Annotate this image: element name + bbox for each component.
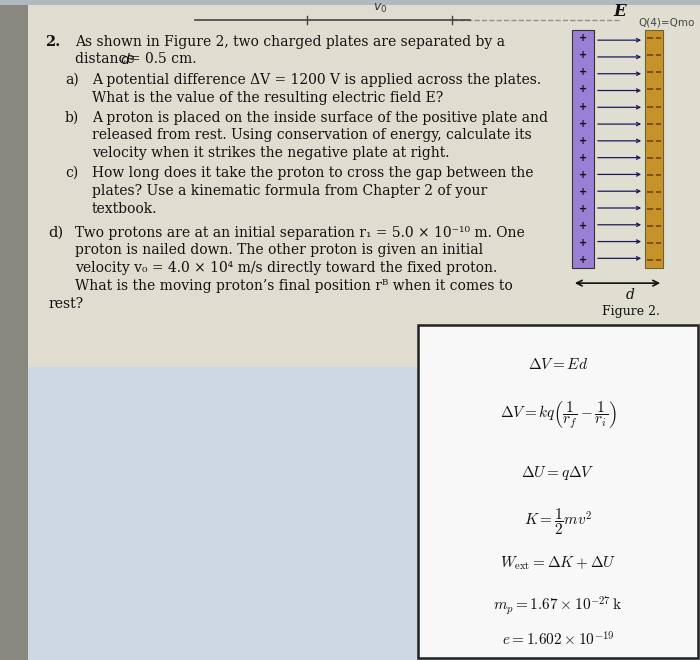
Text: +: + [579, 255, 587, 265]
Text: +: + [579, 153, 587, 163]
Text: distance: distance [75, 52, 139, 66]
Text: E: E [613, 3, 626, 20]
Text: +: + [579, 187, 587, 197]
Text: b): b) [65, 111, 79, 125]
Bar [572, 30, 594, 268]
Text: +: + [579, 67, 587, 77]
Text: Figure 2.: Figure 2. [601, 305, 659, 318]
Bar [28, 5, 700, 372]
Bar [185, 5, 207, 372]
Text: textbook.: textbook. [92, 202, 158, 216]
Text: +: + [579, 238, 587, 248]
Text: proton is nailed down. The other proton is given an initial: proton is nailed down. The other proton … [75, 244, 483, 257]
Bar [386, 5, 409, 372]
Text: A proton is placed on the inside surface of the positive plate and: A proton is placed on the inside surface… [92, 111, 548, 125]
Bar [364, 5, 386, 372]
Text: +: + [579, 221, 587, 231]
Bar [431, 5, 454, 372]
Bar [566, 5, 588, 372]
Text: $d$: $d$ [120, 52, 131, 67]
Text: velocity v₀ = 4.0 × 10⁴ m/s directly toward the fixed proton.: velocity v₀ = 4.0 × 10⁴ m/s directly tow… [75, 261, 497, 275]
Bar [342, 5, 364, 372]
Text: What is the moving proton’s final position rᴮ when it comes to: What is the moving proton’s final positi… [75, 279, 512, 293]
Bar [50, 5, 73, 372]
Bar [319, 5, 342, 372]
Text: $W_{\rm ext} = \Delta K + \Delta U$: $W_{\rm ext} = \Delta K + \Delta U$ [500, 555, 616, 572]
Text: Two protons are at an initial separation r₁ = 5.0 × 10⁻¹⁰ m. One: Two protons are at an initial separation… [75, 226, 525, 240]
Text: +: + [579, 102, 587, 112]
Bar [297, 5, 319, 372]
Bar [655, 5, 678, 372]
Bar [678, 5, 700, 372]
Bar [588, 5, 610, 372]
Text: a): a) [65, 73, 78, 87]
Bar [118, 5, 140, 372]
Bar [418, 325, 698, 658]
Text: = 0.5 cm.: = 0.5 cm. [129, 52, 197, 66]
Text: +: + [579, 204, 587, 214]
Text: $\Delta U = q\Delta V$: $\Delta U = q\Delta V$ [522, 463, 595, 482]
Bar [0, 5, 28, 660]
Text: $e = 1.602 \times 10^{-19}$: $e = 1.602 \times 10^{-19}$ [502, 630, 615, 648]
Text: plates? Use a kinematic formula from Chapter 2 of your: plates? Use a kinematic formula from Cha… [92, 184, 487, 198]
Bar [610, 5, 633, 372]
Bar [252, 5, 274, 372]
Text: What is the value of the resulting electric field E?: What is the value of the resulting elect… [92, 90, 443, 105]
Text: +: + [579, 84, 587, 94]
Bar [521, 5, 543, 372]
Text: $K = \dfrac{1}{2}mv^2$: $K = \dfrac{1}{2}mv^2$ [524, 506, 592, 537]
Text: $\Delta V = kq\left(\dfrac{1}{r_f} - \dfrac{1}{r_i}\right)$: $\Delta V = kq\left(\dfrac{1}{r_f} - \df… [500, 399, 617, 430]
Text: 2.: 2. [45, 35, 60, 50]
Bar [207, 5, 230, 372]
Bar [454, 5, 476, 372]
Bar [95, 5, 118, 372]
Text: +: + [579, 136, 587, 146]
Text: +: + [579, 33, 587, 43]
Bar [498, 5, 521, 372]
Text: +: + [579, 119, 587, 129]
Bar [633, 5, 655, 372]
Bar [73, 5, 95, 372]
Text: $\Delta V = Ed$: $\Delta V = Ed$ [528, 356, 588, 372]
Text: d: d [626, 288, 635, 302]
Bar [230, 5, 252, 372]
Bar [162, 5, 185, 372]
Text: +: + [579, 50, 587, 60]
Text: How long does it take the proton to cross the gap between the: How long does it take the proton to cros… [92, 166, 533, 180]
Text: +: + [579, 170, 587, 180]
Text: $m_p = 1.67 \times 10^{-27}\,\rm k$: $m_p = 1.67 \times 10^{-27}\,\rm k$ [494, 595, 623, 617]
Bar [28, 5, 50, 372]
Bar [476, 5, 498, 372]
Bar [28, 368, 700, 660]
Text: velocity when it strikes the negative plate at right.: velocity when it strikes the negative pl… [92, 147, 449, 160]
Text: c): c) [65, 166, 78, 180]
Text: released from rest. Using conservation of energy, calculate its: released from rest. Using conservation o… [92, 129, 532, 143]
Bar [274, 5, 297, 372]
Text: Q(4)=Qmo: Q(4)=Qmo [638, 17, 695, 27]
Text: d): d) [48, 226, 63, 240]
Bar [140, 5, 162, 372]
Bar [543, 5, 566, 372]
Bar [409, 5, 431, 372]
Text: A potential difference ΔV = 1200 V is applied across the plates.: A potential difference ΔV = 1200 V is ap… [92, 73, 541, 87]
Text: rest?: rest? [48, 297, 83, 311]
Bar [645, 30, 663, 268]
Text: As shown in Figure 2, two charged plates are separated by a: As shown in Figure 2, two charged plates… [75, 35, 505, 50]
Text: $v_0$: $v_0$ [373, 2, 387, 15]
